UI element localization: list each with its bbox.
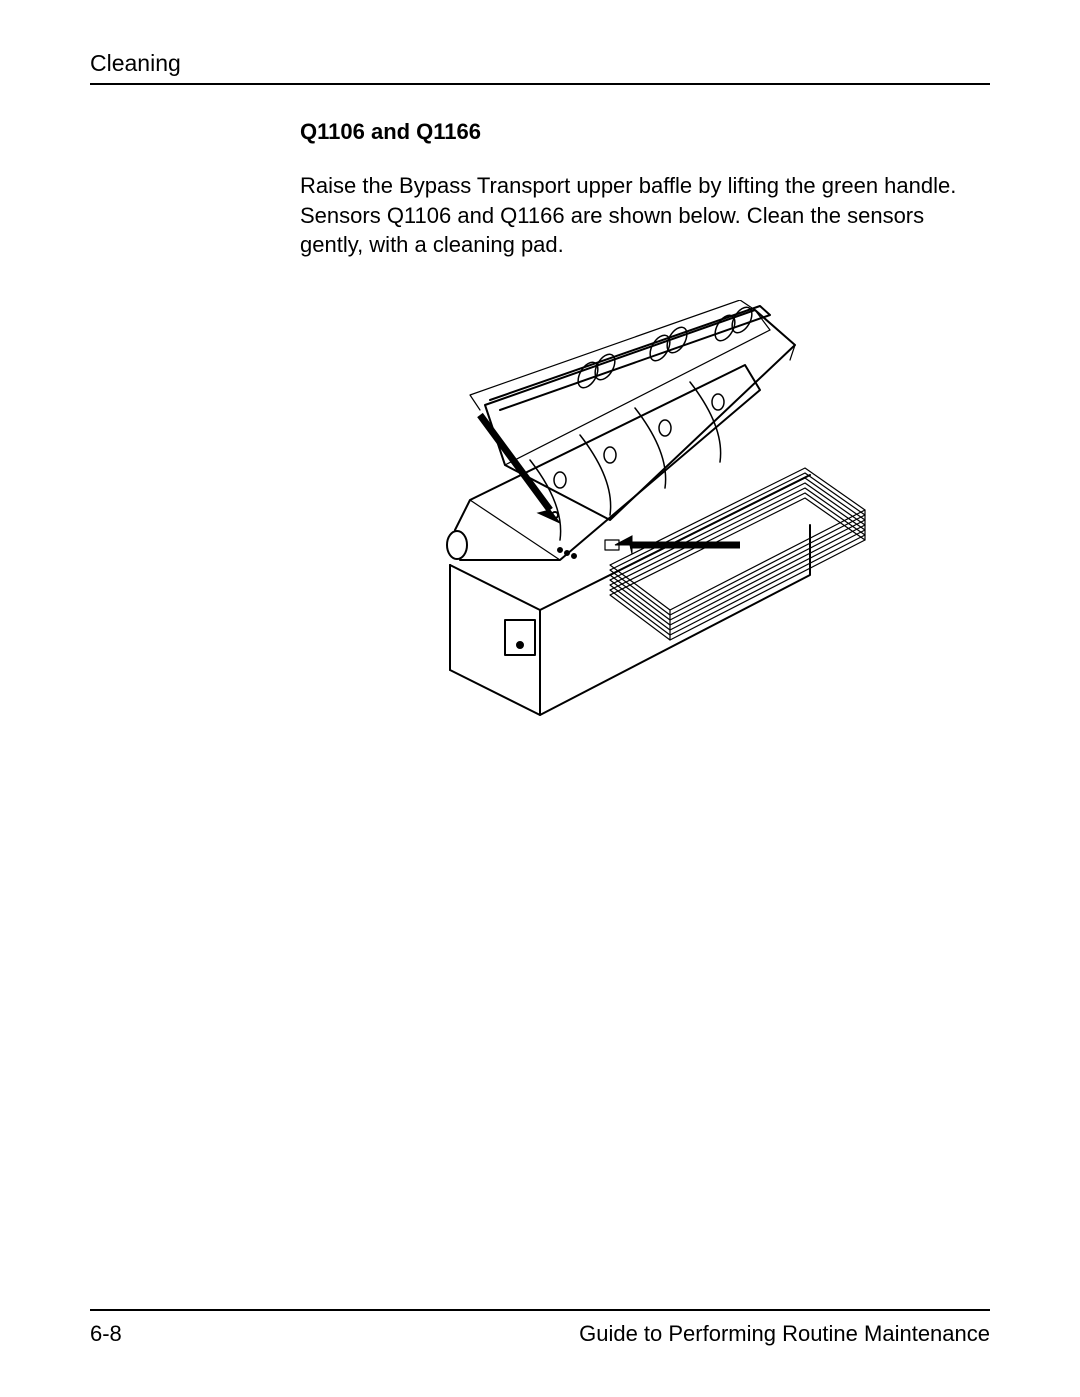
page-footer: 6-8 Guide to Performing Routine Maintena… bbox=[90, 1309, 990, 1347]
bypass-transport-diagram bbox=[410, 300, 870, 730]
page-header: Cleaning bbox=[90, 50, 990, 85]
document-page: Cleaning Q1106 and Q1166 Raise the Bypas… bbox=[0, 0, 1080, 1397]
footer-doc-title: Guide to Performing Routine Maintenance bbox=[579, 1321, 990, 1347]
page-number: 6-8 bbox=[90, 1321, 122, 1347]
header-section-label: Cleaning bbox=[90, 50, 181, 76]
section-title: Q1106 and Q1166 bbox=[300, 119, 980, 145]
main-content: Q1106 and Q1166 Raise the Bypass Transpo… bbox=[300, 119, 980, 1309]
body-paragraph: Raise the Bypass Transport upper baffle … bbox=[300, 171, 980, 260]
sensor-arrow-1 bbox=[480, 415, 560, 523]
